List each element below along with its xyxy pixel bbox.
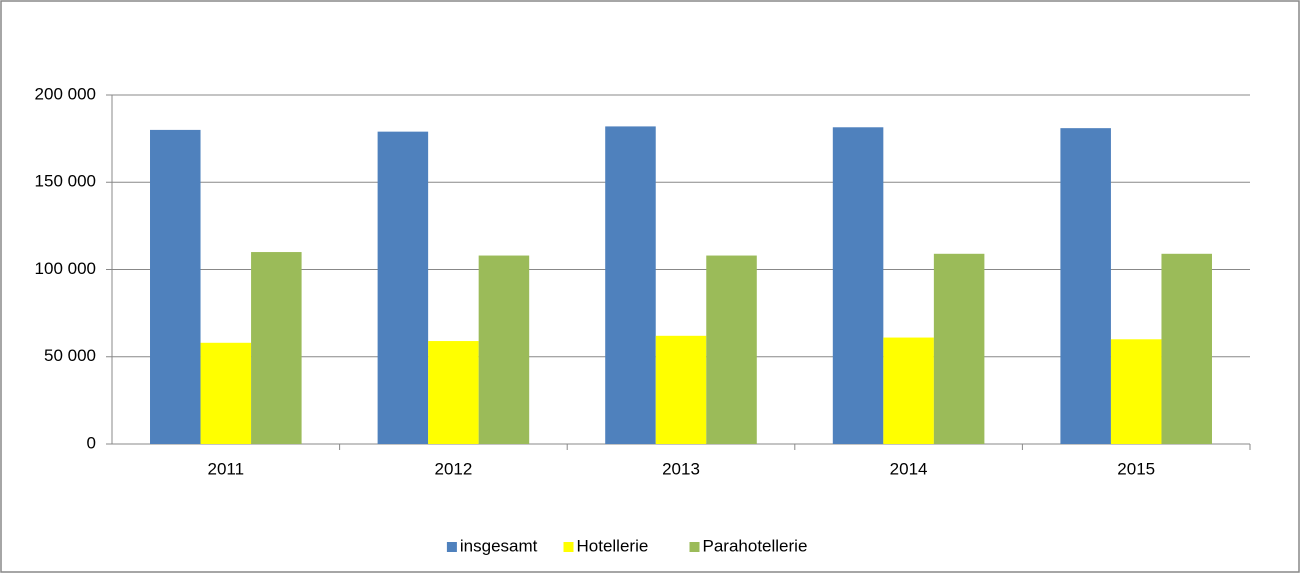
bar <box>251 252 302 444</box>
x-tick-label: 2014 <box>890 459 928 478</box>
bar <box>1060 128 1111 444</box>
bar <box>933 253 985 444</box>
bar <box>706 255 757 444</box>
bar <box>655 335 707 444</box>
legend-swatch <box>446 542 457 552</box>
bar <box>832 127 884 444</box>
x-tick-label: 2015 <box>1117 459 1155 478</box>
bar <box>428 341 479 444</box>
bar <box>150 129 201 444</box>
bar <box>200 342 252 444</box>
legend-swatch <box>689 542 700 552</box>
y-tick-label: 0 <box>87 433 96 452</box>
legend-label: Parahotellerie <box>703 536 808 555</box>
bar <box>478 255 530 444</box>
legend-swatch <box>563 542 574 552</box>
bar <box>1161 253 1212 444</box>
y-tick-label: 100 000 <box>35 259 96 278</box>
bar <box>1110 339 1162 444</box>
y-tick-label: 200 000 <box>35 84 96 103</box>
bar <box>377 131 429 444</box>
x-tick-label: 2013 <box>662 459 700 478</box>
legend-label: Hotellerie <box>577 536 649 555</box>
y-tick-label: 50 000 <box>44 346 96 365</box>
x-tick-label: 2011 <box>208 459 245 478</box>
bar <box>605 126 656 444</box>
legend-label: insgesamt <box>460 536 538 555</box>
x-tick-label: 2012 <box>434 459 472 478</box>
bar <box>883 337 934 444</box>
y-tick-label: 150 000 <box>35 172 96 191</box>
